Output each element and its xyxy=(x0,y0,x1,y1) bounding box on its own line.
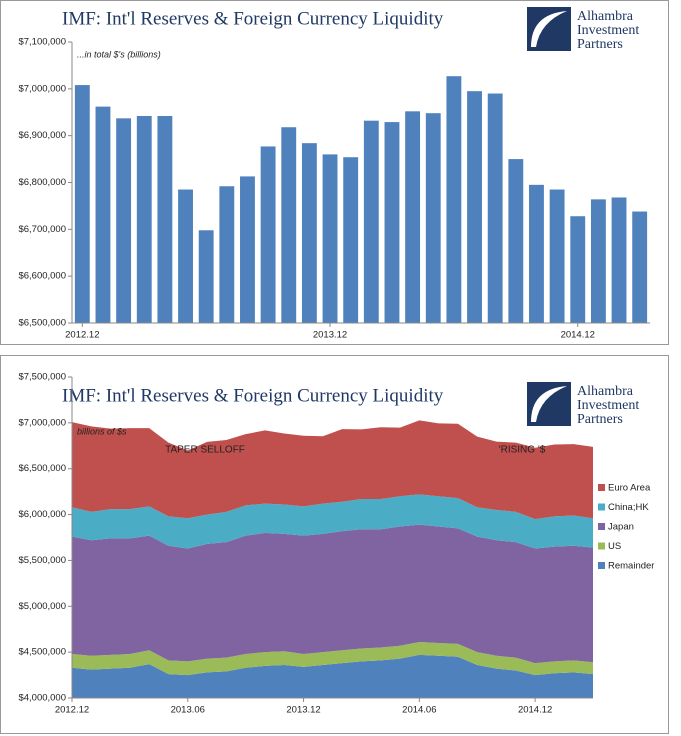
legend-label: US xyxy=(608,541,621,552)
y-tick-label: $6,000,000 xyxy=(18,509,66,520)
x-tick-label: 2014.06 xyxy=(402,705,436,716)
bar xyxy=(178,189,193,323)
bar xyxy=(549,189,565,323)
y-tick-label: $7,500,000 xyxy=(18,372,66,383)
bar xyxy=(301,143,317,323)
y-tick-label: $6,500,000 xyxy=(18,463,66,474)
y-tick-label: $6,900,000 xyxy=(18,130,66,141)
legend-label: Remainder xyxy=(608,561,654,572)
logo: Alhambra Investment Partners xyxy=(527,382,639,427)
legend-swatch xyxy=(598,503,605,511)
bar xyxy=(467,91,482,323)
bar xyxy=(446,76,462,324)
logo-arc xyxy=(531,11,567,47)
bar xyxy=(219,186,235,323)
x-tick-label: 2013.12 xyxy=(313,330,347,341)
bar xyxy=(384,122,400,324)
bar xyxy=(363,120,379,324)
x-tick-label: 2012.12 xyxy=(55,705,89,716)
bar xyxy=(322,154,338,323)
y-tick-label: $7,000,000 xyxy=(18,83,66,94)
area xyxy=(72,420,593,520)
y-tick-label: $7,000,000 xyxy=(18,417,66,428)
bar xyxy=(425,113,441,323)
y-tick-label: $6,600,000 xyxy=(18,271,66,282)
x-tick-label: 2013.12 xyxy=(286,705,320,716)
legend-label: Euro Area xyxy=(608,483,651,494)
bar xyxy=(508,159,524,323)
bar xyxy=(529,184,544,323)
subtitle: ...in total $'s (billions) xyxy=(77,49,161,59)
logo-text: Alhambra xyxy=(577,384,634,399)
x-tick-label: 2014.12 xyxy=(561,330,595,341)
bar xyxy=(260,146,276,323)
x-tick-label: 2013.06 xyxy=(171,705,205,716)
subtitle: billions of $s xyxy=(77,426,127,436)
area xyxy=(72,654,593,698)
legend-swatch xyxy=(598,523,605,530)
logo-text: Alhambra xyxy=(577,9,634,24)
legend-swatch xyxy=(598,484,605,491)
bar xyxy=(136,115,152,323)
logo-text: Partners xyxy=(577,412,623,427)
legend-swatch xyxy=(598,542,605,550)
y-tick-label: $7,100,000 xyxy=(18,37,66,48)
y-tick-label: $6,800,000 xyxy=(18,177,66,188)
bar xyxy=(570,216,586,323)
area xyxy=(72,524,593,664)
bar xyxy=(343,157,359,323)
area xyxy=(72,494,593,549)
bar xyxy=(240,176,255,323)
logo: Alhambra Investment Partners xyxy=(527,7,639,52)
x-tick-label: 2014.12 xyxy=(518,705,552,716)
y-tick-label: $4,000,000 xyxy=(18,693,66,704)
annotation: TAPER SELLOFF xyxy=(165,445,245,456)
legend-label: Japan xyxy=(608,522,634,533)
bar xyxy=(281,127,297,323)
bar xyxy=(487,93,503,324)
logo-text: Investment xyxy=(577,23,639,38)
logo-text: Partners xyxy=(577,37,623,52)
bar xyxy=(74,85,90,323)
x-tick-label: 2012.12 xyxy=(65,330,99,341)
y-tick-label: $5,000,000 xyxy=(18,601,66,612)
y-tick-label: $6,700,000 xyxy=(18,224,66,235)
chart-title: IMF: Int'l Reserves & Foreign Currency L… xyxy=(62,8,444,29)
area xyxy=(72,642,593,676)
chart-title: IMF: Int'l Reserves & Foreign Currency L… xyxy=(62,385,444,406)
bar xyxy=(405,111,421,324)
logo-arc xyxy=(531,386,567,422)
bar xyxy=(116,118,132,323)
legend-label: China;HK xyxy=(608,502,649,513)
bar xyxy=(157,115,173,323)
bar xyxy=(632,211,648,323)
bar xyxy=(611,197,627,323)
y-tick-label: $4,500,000 xyxy=(18,647,66,658)
y-tick-label: $6,500,000 xyxy=(18,318,66,329)
logo-text: Investment xyxy=(577,398,639,413)
bar xyxy=(95,106,111,323)
annotation: 'RISING '$ xyxy=(499,445,546,456)
legend-swatch xyxy=(598,562,605,569)
bar xyxy=(590,199,606,323)
y-tick-label: $5,500,000 xyxy=(18,555,66,566)
bar xyxy=(198,230,214,323)
